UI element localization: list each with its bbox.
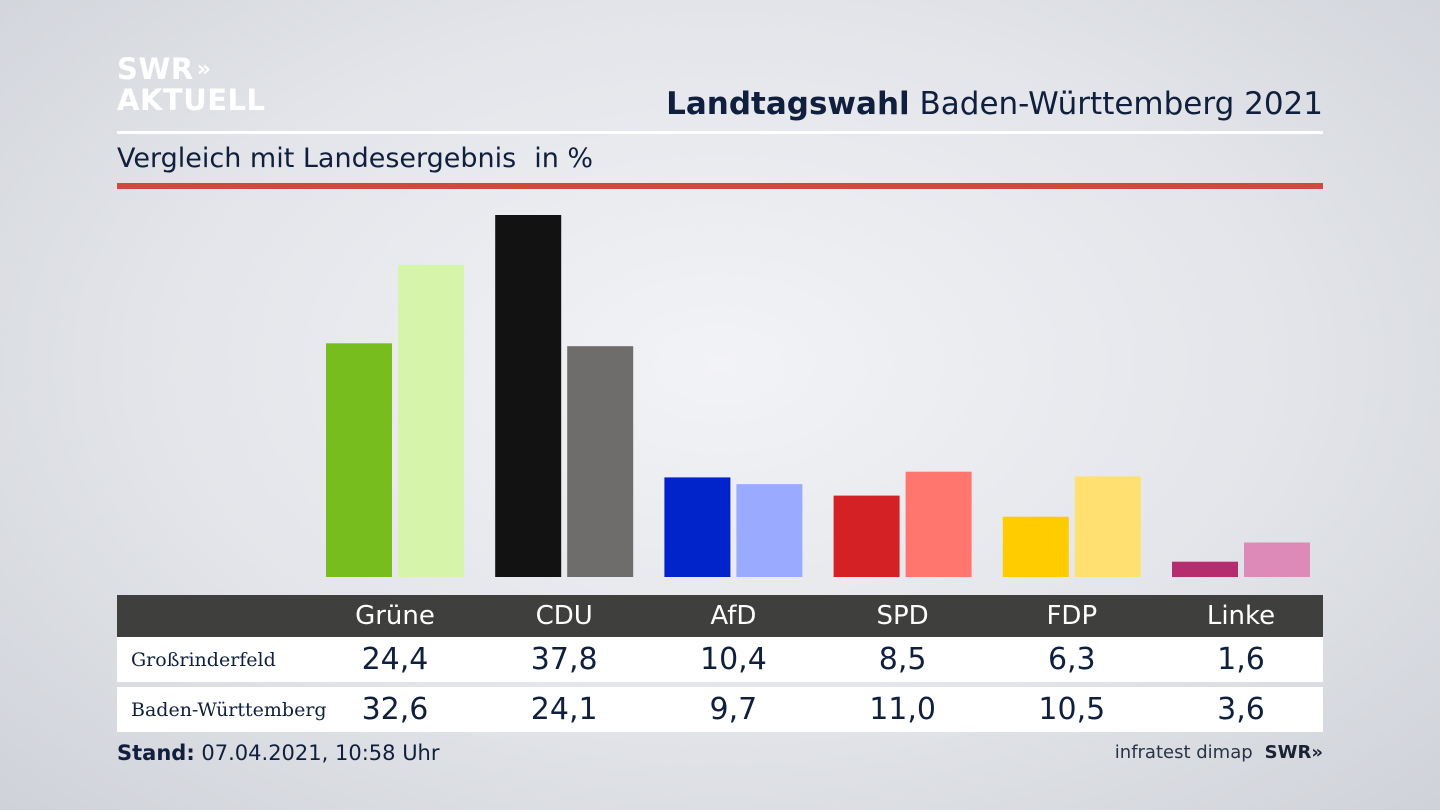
- title-bold: Landtagswahl: [666, 86, 910, 122]
- source-swr-logo: SWR»: [1265, 742, 1323, 763]
- value-cell: 37,8: [530, 642, 598, 677]
- row-label: Großrinderfeld: [131, 648, 276, 671]
- subtitle-unit: in %: [534, 143, 594, 174]
- bar-cdu-local: [495, 215, 562, 577]
- value-cell: 24,4: [361, 642, 429, 677]
- bar-grne-local: [326, 343, 392, 577]
- source-credit: infratest dimap SWR»: [1115, 742, 1323, 763]
- column-header-spd: SPD: [876, 601, 929, 631]
- value-cell: 1,6: [1217, 642, 1265, 677]
- chart-subtitle: Vergleich mit Landesergebnis in %: [117, 143, 593, 174]
- accent-rule: [117, 183, 1323, 189]
- bar-linke-state: [1244, 542, 1310, 577]
- column-header-afd: AfD: [710, 601, 757, 631]
- value-cell: 9,7: [709, 692, 758, 727]
- results-table: Grüne CDU AfD SPD FDP Linke Großrinderfeld 24…: [117, 595, 1323, 732]
- title-rest: Baden-Württemberg 2021: [919, 86, 1323, 122]
- bar-afd-local: [664, 477, 731, 577]
- stand-label: Stand:: [117, 741, 195, 765]
- value-cell: 10,4: [699, 642, 767, 677]
- column-header-grne: Grüne: [355, 601, 435, 631]
- bar-spd-local: [833, 495, 900, 577]
- timestamp: Stand: 07.04.2021, 10:58 Uhr: [117, 741, 440, 765]
- value-cell: 3,6: [1217, 692, 1265, 727]
- table-row: Baden-Württemberg 32,6 24,1 9,7 11,0 10,5 3,6: [117, 687, 1323, 732]
- page-title: Landtagswahl Baden-Württemberg 2021: [666, 86, 1323, 122]
- bar-grne-state: [398, 264, 464, 577]
- bar-fdp-state: [1074, 476, 1141, 577]
- logo-aktuell-text: AKTUELL: [117, 83, 266, 117]
- table-row: Großrinderfeld 24,4 37,8 10,4 8,5 6,3 1,6: [117, 637, 1323, 682]
- subtitle-text: Vergleich mit Landesergebnis: [117, 143, 517, 174]
- bar-spd-state: [905, 471, 972, 577]
- header-divider: [117, 131, 1323, 134]
- bar-linke-local: [1172, 561, 1238, 577]
- value-cell: 10,5: [1038, 692, 1106, 727]
- column-header-fdp: FDP: [1046, 601, 1098, 631]
- value-cell: 24,1: [530, 692, 598, 727]
- swr-aktuell-logo: SWR» AKTUELL: [117, 54, 266, 116]
- column-header-linke: Linke: [1206, 601, 1276, 631]
- bar-fdp-local: [1002, 516, 1069, 577]
- value-cell: 8,5: [878, 642, 927, 677]
- row-label: Baden-Württemberg: [131, 698, 327, 721]
- value-cell: 32,6: [361, 692, 429, 727]
- bar-afd-state: [736, 484, 803, 577]
- source-swr-text: SWR: [1264, 742, 1312, 763]
- source-institute: infratest dimap: [1114, 742, 1253, 763]
- table-header-row: Grüne CDU AfD SPD FDP Linke: [117, 595, 1323, 637]
- bar-cdu-state: [567, 346, 634, 577]
- value-cell: 6,3: [1047, 642, 1096, 677]
- column-header-cdu: CDU: [535, 601, 593, 631]
- source-chevron-icon: »: [1311, 742, 1323, 763]
- stand-value: 07.04.2021, 10:58 Uhr: [201, 741, 440, 765]
- value-cell: 11,0: [869, 692, 936, 727]
- logo-swr-text: SWR: [117, 52, 194, 86]
